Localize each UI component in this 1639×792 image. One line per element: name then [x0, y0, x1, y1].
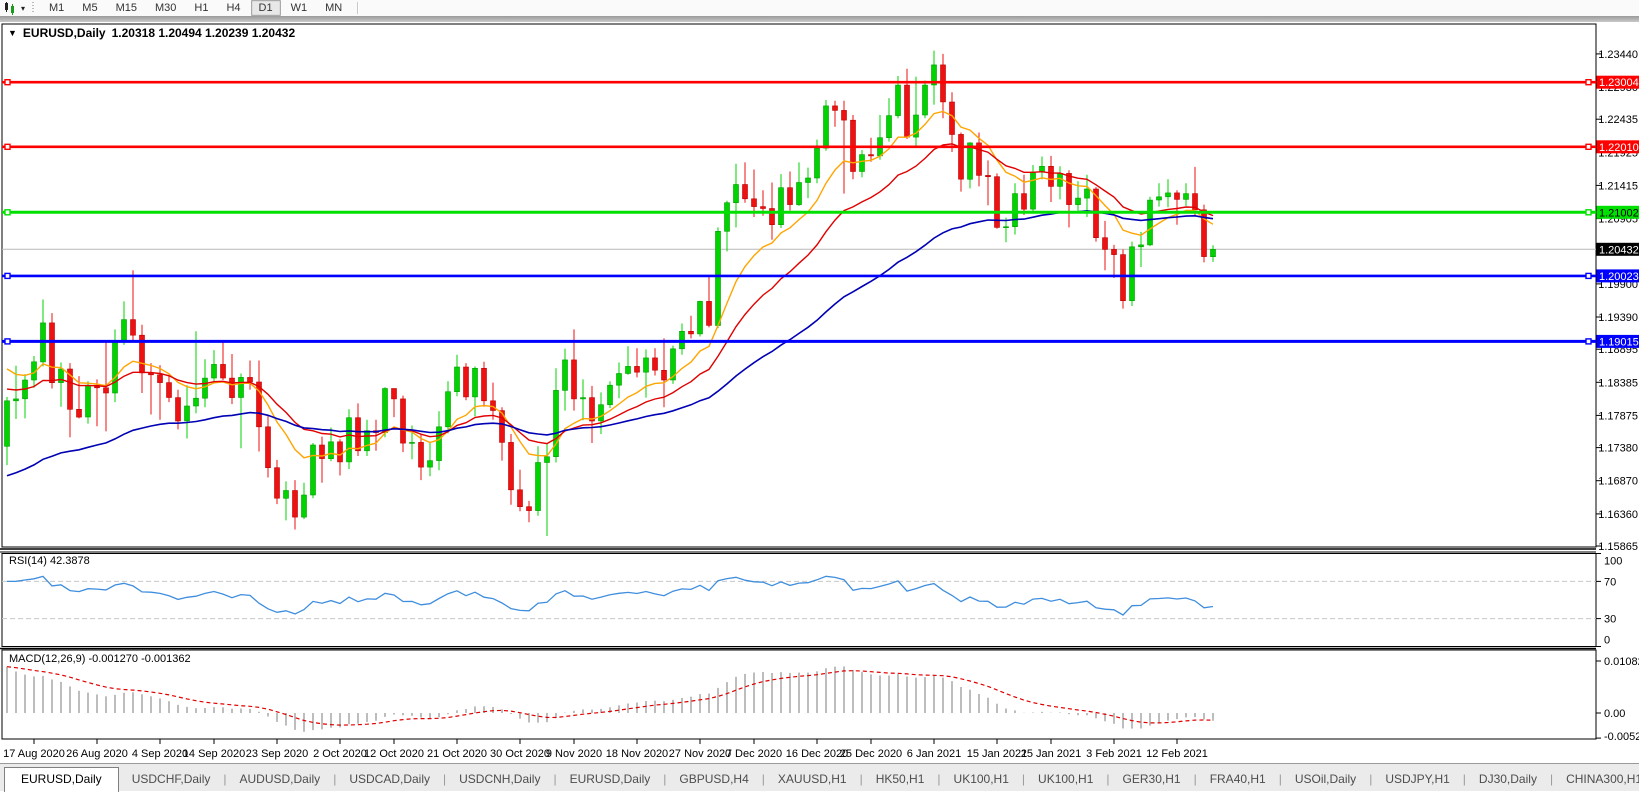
svg-text:27 Nov 2020: 27 Nov 2020 — [669, 748, 731, 760]
timeframe-button-M30[interactable]: M30 — [147, 0, 184, 16]
timeframe-button-MN[interactable]: MN — [317, 0, 350, 16]
svg-text:1.19015: 1.19015 — [1599, 336, 1639, 348]
symbol-tab-xauusd-h1[interactable]: XAUUSD,H1 — [765, 768, 860, 791]
svg-text:0: 0 — [1604, 635, 1610, 647]
svg-text:17 Aug 2020: 17 Aug 2020 — [3, 748, 65, 760]
svg-text:1.21415: 1.21415 — [1598, 180, 1638, 192]
svg-text:4 Sep 2020: 4 Sep 2020 — [132, 748, 188, 760]
svg-text:0.010828: 0.010828 — [1604, 656, 1639, 668]
chevron-down-icon[interactable]: ▾ — [21, 4, 25, 13]
svg-text:1.16360: 1.16360 — [1598, 509, 1638, 521]
symbol-tab-usdchf-daily[interactable]: USDCHF,Daily — [119, 768, 224, 791]
timeframe-button-H4[interactable]: H4 — [218, 0, 248, 16]
price-axis[interactable]: 1.234401.229301.224351.219251.214151.209… — [1596, 49, 1639, 553]
svg-text:1.22010: 1.22010 — [1599, 142, 1639, 154]
timeframe-button-W1[interactable]: W1 — [283, 0, 316, 16]
chart-title: ▼ EURUSD,Daily 1.20318 1.20494 1.20239 1… — [8, 26, 295, 40]
svg-text:21 Oct 2020: 21 Oct 2020 — [427, 748, 487, 760]
timeframe-button-M15[interactable]: M15 — [108, 0, 145, 16]
svg-text:1.20023: 1.20023 — [1599, 271, 1639, 283]
symbol-tab-usdcad-daily[interactable]: USDCAD,Daily — [336, 768, 443, 791]
svg-text:9 Nov 2020: 9 Nov 2020 — [546, 748, 602, 760]
symbol-tab-usdcnh-daily[interactable]: USDCNH,Daily — [446, 768, 553, 791]
symbol-tab-fra40-h1[interactable]: FRA40,H1 — [1197, 768, 1279, 791]
svg-text:25 Dec 2020: 25 Dec 2020 — [840, 748, 902, 760]
timeframe-button-M5[interactable]: M5 — [74, 0, 105, 16]
timeframe-button-D1[interactable]: D1 — [251, 0, 281, 16]
chart-symbol-label: EURUSD,Daily — [23, 26, 106, 40]
svg-text:1.17875: 1.17875 — [1598, 410, 1638, 422]
chart-area[interactable]: 1.234401.229301.224351.219251.214151.209… — [0, 22, 1639, 763]
symbol-tab-eurusd-daily[interactable]: EURUSD,Daily — [557, 768, 664, 791]
symbol-tab-uk100-h1[interactable]: UK100,H1 — [1025, 768, 1106, 791]
svg-text:30: 30 — [1604, 614, 1616, 626]
svg-text:1.21002: 1.21002 — [1599, 207, 1639, 219]
svg-text:6 Jan 2021: 6 Jan 2021 — [907, 748, 961, 760]
symbol-tab-hk50-h1[interactable]: HK50,H1 — [863, 768, 938, 791]
symbol-tab-ger30-h1[interactable]: GER30,H1 — [1110, 768, 1194, 791]
symbol-tab-uk100-h1[interactable]: UK100,H1 — [941, 768, 1022, 791]
svg-text:0.00: 0.00 — [1604, 708, 1625, 720]
svg-text:25 Jan 2021: 25 Jan 2021 — [1021, 748, 1082, 760]
symbol-tab-usdjpy-h1[interactable]: USDJPY,H1 — [1372, 768, 1462, 791]
chart-ohlc-values: 1.20318 1.20494 1.20239 1.20432 — [112, 26, 296, 40]
svg-text:26 Aug 2020: 26 Aug 2020 — [66, 748, 128, 760]
svg-text:1.23004: 1.23004 — [1599, 77, 1639, 89]
svg-text:2 Oct 2020: 2 Oct 2020 — [313, 748, 367, 760]
svg-text:3 Feb 2021: 3 Feb 2021 — [1086, 748, 1142, 760]
svg-text:1.20432: 1.20432 — [1599, 244, 1639, 256]
toolbar-separator — [357, 2, 359, 14]
svg-text:30 Oct 2020: 30 Oct 2020 — [490, 748, 550, 760]
timeframe-button-H1[interactable]: H1 — [186, 0, 216, 16]
svg-text:1.16870: 1.16870 — [1598, 476, 1638, 488]
svg-text:12 Oct 2020: 12 Oct 2020 — [364, 748, 424, 760]
svg-text:1.18385: 1.18385 — [1598, 377, 1638, 389]
macd-indicator-label: MACD(12,26,9) -0.001270 -0.001362 — [9, 653, 191, 665]
chart-tools-button[interactable]: ▾ — [3, 2, 28, 15]
svg-text:1.19390: 1.19390 — [1598, 312, 1638, 324]
svg-text:70: 70 — [1604, 576, 1616, 588]
svg-text:7 Dec 2020: 7 Dec 2020 — [726, 748, 782, 760]
svg-text:14 Sep 2020: 14 Sep 2020 — [183, 748, 245, 760]
symbol-tab-eurusd-daily[interactable]: EURUSD,Daily — [4, 767, 119, 792]
toolbar-grip-handle[interactable] — [30, 2, 36, 14]
svg-text:18 Nov 2020: 18 Nov 2020 — [606, 748, 668, 760]
svg-text:100: 100 — [1604, 556, 1622, 568]
svg-text:1.17380: 1.17380 — [1598, 443, 1638, 455]
symbol-tab-usoil-daily[interactable]: USOil,Daily — [1282, 768, 1369, 791]
svg-text:1.15865: 1.15865 — [1598, 541, 1638, 553]
symbol-tab-china300-h1[interactable]: CHINA300,H1 — [1553, 768, 1639, 791]
price-chart-canvas[interactable]: 1.234401.229301.224351.219251.214151.209… — [0, 22, 1639, 763]
candlestick-pattern-icon — [3, 2, 18, 15]
svg-text:1.22435: 1.22435 — [1598, 114, 1638, 126]
symbol-tab-gbpusd-h4[interactable]: GBPUSD,H4 — [666, 768, 761, 791]
symbol-tab-dj30-daily[interactable]: DJ30,Daily — [1466, 768, 1550, 791]
timeframe-button-M1[interactable]: M1 — [41, 0, 72, 16]
symbol-tab-audusd-daily[interactable]: AUDUSD,Daily — [227, 768, 334, 791]
symbol-dropdown-icon[interactable]: ▼ — [8, 28, 17, 38]
rsi-indicator-label: RSI(14) 42.3878 — [9, 555, 90, 567]
svg-text:-0.005222: -0.005222 — [1604, 731, 1639, 743]
svg-text:1.23440: 1.23440 — [1598, 49, 1638, 61]
svg-text:15 Jan 2021: 15 Jan 2021 — [967, 748, 1028, 760]
svg-text:12 Feb 2021: 12 Feb 2021 — [1146, 748, 1208, 760]
svg-text:23 Sep 2020: 23 Sep 2020 — [246, 748, 308, 760]
